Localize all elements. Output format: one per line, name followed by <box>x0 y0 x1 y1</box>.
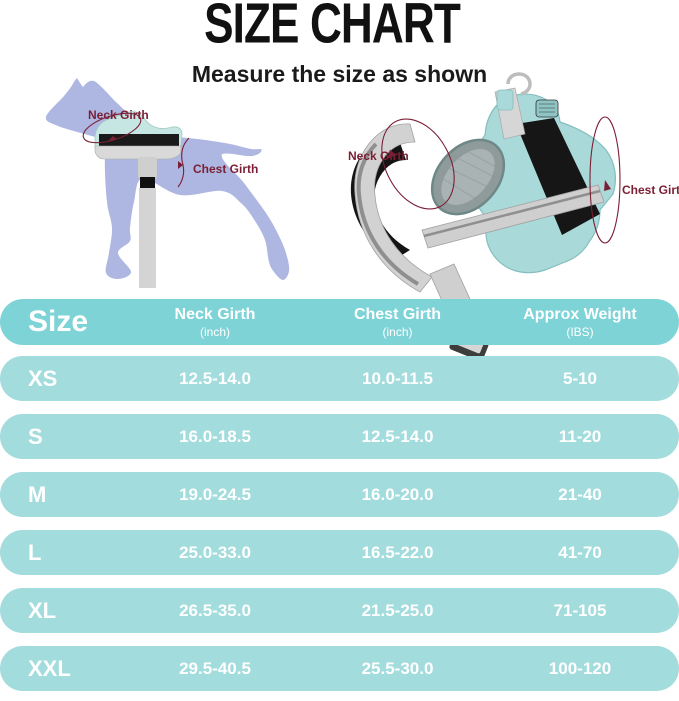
svg-text:Chest Girth: Chest Girth <box>193 162 258 176</box>
svg-text:Chest Girth: Chest Girth <box>622 183 679 197</box>
svg-text:Neck Girth: Neck Girth <box>88 108 149 122</box>
svg-text:Neck Girth: Neck Girth <box>348 149 409 163</box>
